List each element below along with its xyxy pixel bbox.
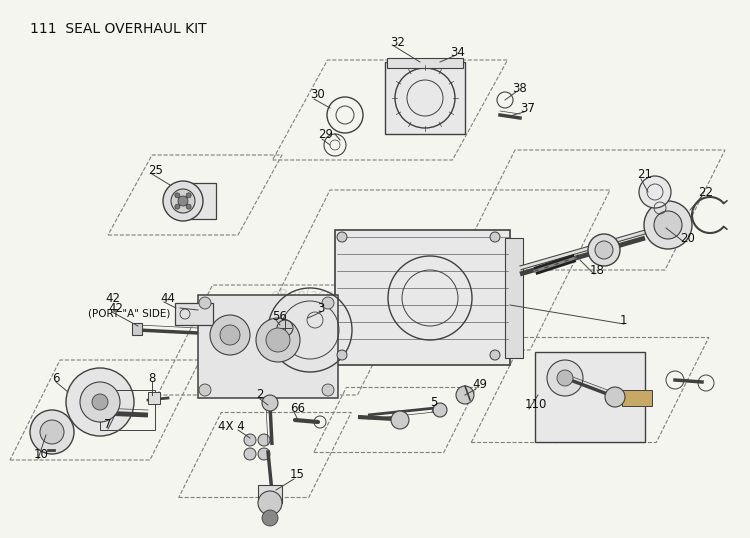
Circle shape — [337, 350, 347, 360]
Text: (PORT "A" SIDE): (PORT "A" SIDE) — [88, 308, 170, 318]
Text: eReplacementParts.com: eReplacementParts.com — [270, 288, 440, 302]
Text: 25: 25 — [148, 164, 163, 176]
Circle shape — [490, 232, 500, 242]
Circle shape — [644, 201, 692, 249]
Bar — [258, 485, 282, 503]
Bar — [335, 230, 510, 365]
Circle shape — [258, 448, 270, 460]
Circle shape — [256, 318, 300, 362]
Text: 1: 1 — [620, 314, 628, 327]
Bar — [622, 390, 652, 406]
Text: 111  SEAL OVERHAUL KIT: 111 SEAL OVERHAUL KIT — [30, 22, 206, 36]
Circle shape — [30, 410, 74, 454]
Circle shape — [244, 448, 256, 460]
Circle shape — [80, 382, 120, 422]
Circle shape — [199, 297, 211, 309]
Circle shape — [557, 370, 573, 386]
Bar — [505, 238, 523, 358]
Circle shape — [322, 384, 334, 396]
Circle shape — [547, 360, 583, 396]
Circle shape — [199, 384, 211, 396]
Text: 4X 4: 4X 4 — [218, 420, 244, 433]
Circle shape — [456, 386, 474, 404]
Circle shape — [163, 181, 203, 221]
Text: 7: 7 — [104, 419, 112, 431]
Circle shape — [337, 232, 347, 242]
Text: 44: 44 — [160, 292, 175, 305]
Text: 29: 29 — [318, 129, 333, 141]
Circle shape — [322, 297, 334, 309]
Text: 56: 56 — [272, 309, 286, 322]
Text: 3: 3 — [317, 301, 324, 315]
Circle shape — [654, 211, 682, 239]
Bar — [148, 392, 160, 404]
Bar — [100, 390, 155, 430]
Circle shape — [178, 196, 188, 206]
Circle shape — [595, 241, 613, 259]
Circle shape — [277, 320, 293, 336]
Text: 2: 2 — [256, 388, 263, 401]
Bar — [385, 62, 465, 134]
Text: 20: 20 — [680, 231, 694, 244]
Bar — [535, 352, 645, 442]
Text: 37: 37 — [520, 102, 535, 115]
Circle shape — [262, 510, 278, 526]
Bar — [132, 323, 142, 335]
Text: 30: 30 — [310, 88, 325, 102]
Circle shape — [258, 434, 270, 446]
Circle shape — [258, 491, 282, 515]
Circle shape — [220, 325, 240, 345]
Text: 38: 38 — [512, 81, 526, 95]
Bar — [198, 295, 338, 398]
Text: 34: 34 — [450, 46, 465, 59]
Bar — [175, 303, 213, 325]
Circle shape — [391, 411, 409, 429]
Circle shape — [266, 328, 290, 352]
Text: 42: 42 — [108, 301, 123, 315]
Text: 110: 110 — [525, 399, 548, 412]
Bar — [387, 58, 463, 68]
Circle shape — [262, 395, 278, 411]
Circle shape — [171, 189, 195, 213]
Circle shape — [588, 234, 620, 266]
Circle shape — [605, 387, 625, 407]
Circle shape — [92, 394, 108, 410]
Text: 42: 42 — [105, 292, 120, 305]
Text: 66: 66 — [290, 401, 305, 414]
Circle shape — [175, 204, 180, 209]
Text: 15: 15 — [290, 469, 304, 482]
Circle shape — [186, 204, 191, 209]
Text: 21: 21 — [637, 168, 652, 181]
Circle shape — [244, 434, 256, 446]
Text: 22: 22 — [698, 186, 713, 199]
Circle shape — [66, 368, 134, 436]
Text: 6: 6 — [52, 372, 59, 385]
Text: 49: 49 — [472, 379, 487, 392]
Circle shape — [175, 193, 180, 198]
Text: 5: 5 — [430, 395, 437, 408]
Bar — [178, 183, 216, 219]
Text: 8: 8 — [148, 372, 155, 385]
Circle shape — [186, 193, 191, 198]
Circle shape — [639, 176, 671, 208]
Circle shape — [210, 315, 250, 355]
Text: 18: 18 — [590, 264, 604, 277]
Circle shape — [490, 350, 500, 360]
Circle shape — [40, 420, 64, 444]
Circle shape — [433, 403, 447, 417]
Text: 32: 32 — [390, 36, 405, 48]
Text: 10: 10 — [34, 449, 49, 462]
